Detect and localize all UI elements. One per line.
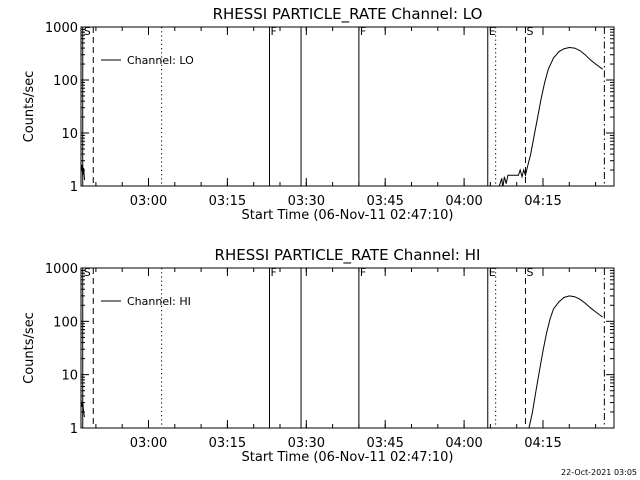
legend-label: Channel: LO <box>127 54 194 67</box>
x-tick-label: 03:00 <box>130 436 167 451</box>
series-group <box>81 295 603 428</box>
chart-panel-lo: RHESSI PARTICLE_RATE Channel: LO S F F E S 03:… <box>22 5 615 223</box>
y-tick-label: 1 <box>70 180 78 195</box>
event-marker-label: F <box>270 266 276 279</box>
x-tick-label: 03:30 <box>288 436 325 451</box>
x-tick-label: 04:15 <box>524 194 561 209</box>
y-tick-label: 1000 <box>45 262 78 277</box>
x-axis-label: Start Time (06-Nov-11 02:47:10) <box>242 208 454 223</box>
chart-panel-hi: RHESSI PARTICLE_RATE Channel: HI S F F E S 03:… <box>22 246 615 465</box>
x-tick-label: 03:15 <box>209 194 246 209</box>
event-markers <box>82 27 605 186</box>
x-tick-label: 04:00 <box>445 436 482 451</box>
chart-title: RHESSI PARTICLE_RATE Channel: HI <box>215 246 481 265</box>
plot-frame <box>80 26 615 187</box>
y-tick-label: 1000 <box>45 21 78 36</box>
series-line-segment <box>498 46 603 186</box>
x-tick-label: 03:45 <box>366 194 403 209</box>
x-tick-label: 03:45 <box>366 436 403 451</box>
event-marker-label: S <box>526 266 533 279</box>
y-tick-label: 1 <box>70 422 78 437</box>
event-marker-label: F <box>360 266 366 279</box>
y-tick-label: 100 <box>53 315 78 330</box>
y-tick-label: 10 <box>61 369 78 384</box>
legend-label: Channel: HI <box>127 295 191 308</box>
x-axis-label: Start Time (06-Nov-11 02:47:10) <box>242 450 454 465</box>
x-tick-label: 03:30 <box>288 194 325 209</box>
y-axis-label: Counts/sec <box>22 312 37 384</box>
y-tick-label: 10 <box>61 127 78 142</box>
y-tick-label: 100 <box>53 74 78 89</box>
x-tick-label: 03:00 <box>130 194 167 209</box>
event-marker-label: S <box>84 266 91 279</box>
event-marker-label: E <box>489 266 496 279</box>
event-marker-label: F <box>360 25 366 38</box>
plot-frame <box>80 267 615 429</box>
event-marker-label: F <box>270 25 276 38</box>
chart-title: RHESSI PARTICLE_RATE Channel: LO <box>213 5 483 24</box>
y-axis-label: Counts/sec <box>22 71 37 143</box>
event-markers <box>82 268 605 428</box>
x-tick-label: 03:15 <box>209 436 246 451</box>
series-line-segment <box>81 164 85 181</box>
x-tick-label: 04:00 <box>445 194 482 209</box>
event-marker-label: E <box>489 25 496 38</box>
x-tick-label: 04:15 <box>524 436 561 451</box>
series-group <box>81 46 603 186</box>
event-marker-label: S <box>526 25 533 38</box>
event-marker-label: S <box>84 25 91 38</box>
series-line-segment <box>528 295 603 428</box>
footer-timestamp: 22-Oct-2021 03:05 <box>561 468 637 477</box>
